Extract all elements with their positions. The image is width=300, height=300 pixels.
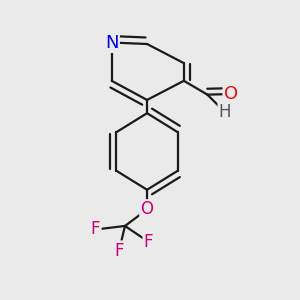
Text: O: O	[224, 85, 238, 103]
Text: N: N	[105, 34, 119, 52]
Text: F: F	[91, 220, 100, 238]
Text: H: H	[219, 103, 231, 121]
Text: F: F	[114, 242, 124, 260]
Text: F: F	[144, 233, 153, 251]
Text: O: O	[141, 200, 154, 218]
